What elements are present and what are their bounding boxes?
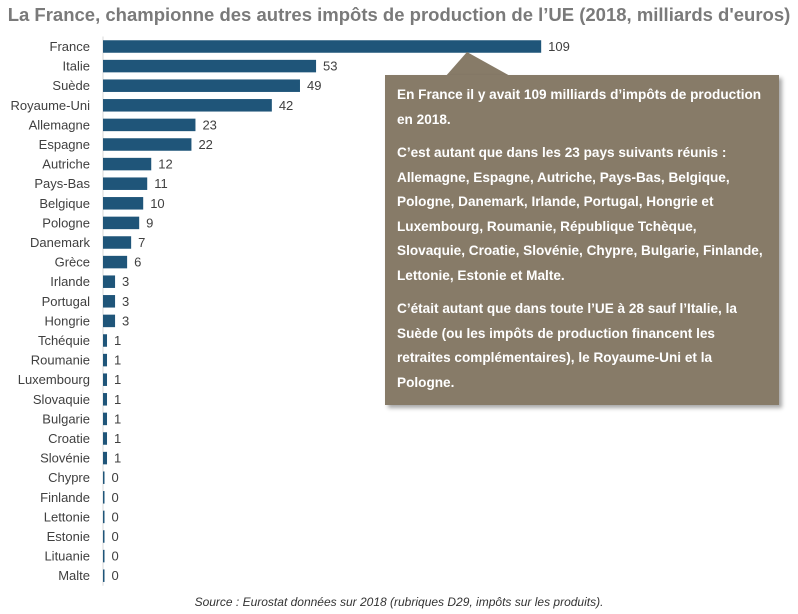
bar-finlande xyxy=(103,491,105,504)
category-label-tchequie: Tchéquie xyxy=(38,333,90,348)
value-label-belgique: 10 xyxy=(150,196,164,211)
category-label-estonie: Estonie xyxy=(47,529,90,544)
bar-portugal xyxy=(103,295,116,308)
value-label-autriche: 12 xyxy=(158,157,172,172)
bar-estonie xyxy=(103,530,105,543)
category-label-suede: Suède xyxy=(52,78,90,93)
category-label-hongrie: Hongrie xyxy=(44,313,90,328)
bar-allemagne xyxy=(103,118,196,132)
annotation-callout: En France il y avait 109 milliards d’imp… xyxy=(385,75,779,405)
chart-title: La France, championne des autres impôts … xyxy=(7,4,791,25)
category-label-italie: Italie xyxy=(63,59,90,74)
category-label-pays-bas: Pays-Bas xyxy=(34,176,90,191)
value-label-espagne: 22 xyxy=(198,137,212,152)
category-label-pologne: Pologne xyxy=(42,215,90,230)
bar-france xyxy=(103,40,542,53)
source-note: Source : Eurostat données sur 2018 (rubr… xyxy=(194,595,604,609)
category-label-slovaquie: Slovaquie xyxy=(33,392,90,407)
bar-hongrie xyxy=(103,314,116,328)
category-label-croatie: Croatie xyxy=(48,431,90,446)
value-label-slovaquie: 1 xyxy=(114,392,121,407)
value-label-slovenie: 1 xyxy=(114,451,121,466)
value-label-italie: 53 xyxy=(323,59,337,74)
value-label-chypre: 0 xyxy=(112,470,119,485)
bar-tchequie xyxy=(103,334,108,347)
bar-suede xyxy=(103,79,300,92)
bar-irlande xyxy=(103,275,116,288)
category-label-bulgarie: Bulgarie xyxy=(42,411,90,426)
value-label-grece: 6 xyxy=(134,255,141,270)
value-label-suede: 49 xyxy=(307,78,321,93)
value-label-luxembourg: 1 xyxy=(114,372,121,387)
bar-belgique xyxy=(103,197,144,210)
bar-bulgarie xyxy=(103,412,108,426)
bar-italie xyxy=(103,59,317,73)
bar-royaume-uni xyxy=(103,99,272,112)
category-label-malte: Malte xyxy=(58,568,90,583)
category-label-slovenie: Slovénie xyxy=(40,451,90,466)
value-label-lituanie: 0 xyxy=(112,549,119,564)
callout-paragraph-3: C’était autant que dans toute l’UE à 28 … xyxy=(397,301,737,390)
bar-pays-bas xyxy=(103,177,148,190)
value-label-pologne: 9 xyxy=(146,215,153,230)
value-label-allemagne: 23 xyxy=(202,117,216,132)
bar-danemark xyxy=(103,236,132,249)
category-label-autriche: Autriche xyxy=(42,157,90,172)
value-label-france: 109 xyxy=(548,39,570,54)
category-label-finlande: Finlande xyxy=(40,490,90,505)
bar-grece xyxy=(103,255,128,269)
value-label-hongrie: 3 xyxy=(122,313,129,328)
value-label-finlande: 0 xyxy=(112,490,119,505)
value-label-danemark: 7 xyxy=(138,235,145,250)
category-label-belgique: Belgique xyxy=(39,196,90,211)
category-label-royaume-uni: Royaume-Uni xyxy=(11,98,91,113)
bar-roumanie xyxy=(103,353,108,367)
value-label-croatie: 1 xyxy=(114,431,121,446)
value-label-portugal: 3 xyxy=(122,294,129,309)
value-label-tchequie: 1 xyxy=(114,333,121,348)
bar-croatie xyxy=(103,432,108,445)
bar-chypre xyxy=(103,471,105,484)
bar-pologne xyxy=(103,216,140,230)
category-label-france: France xyxy=(50,39,90,54)
category-label-danemark: Danemark xyxy=(30,235,90,250)
bar-lettonie xyxy=(103,510,105,524)
value-label-roumanie: 1 xyxy=(114,353,121,368)
bar-slovenie xyxy=(103,451,108,465)
category-label-roumanie: Roumanie xyxy=(31,353,90,368)
callout-paragraph-1: En France il y avait 109 milliards d’imp… xyxy=(397,87,762,127)
category-label-luxembourg: Luxembourg xyxy=(18,372,90,387)
category-label-irlande: Irlande xyxy=(50,274,90,289)
bar-malte xyxy=(103,569,105,582)
category-label-espagne: Espagne xyxy=(39,137,90,152)
value-label-bulgarie: 1 xyxy=(114,411,121,426)
value-label-irlande: 3 xyxy=(122,274,129,289)
category-label-allemagne: Allemagne xyxy=(29,117,90,132)
value-label-malte: 0 xyxy=(112,568,119,583)
bar-autriche xyxy=(103,157,152,171)
value-label-lettonie: 0 xyxy=(112,509,119,524)
bar-slovaquie xyxy=(103,393,108,406)
category-label-lettonie: Lettonie xyxy=(44,509,90,524)
category-label-chypre: Chypre xyxy=(48,470,90,485)
value-label-royaume-uni: 42 xyxy=(279,98,293,113)
category-label-grece: Grèce xyxy=(55,255,90,270)
value-label-estonie: 0 xyxy=(112,529,119,544)
bar-lituanie xyxy=(103,549,105,563)
callout-paragraph-2: C’est autant que dans les 23 pays suivan… xyxy=(397,145,763,283)
bar-espagne xyxy=(103,138,192,151)
value-label-pays-bas: 11 xyxy=(154,176,168,191)
bar-luxembourg xyxy=(103,373,108,386)
category-label-lituanie: Lituanie xyxy=(44,549,90,564)
category-label-portugal: Portugal xyxy=(42,294,91,309)
